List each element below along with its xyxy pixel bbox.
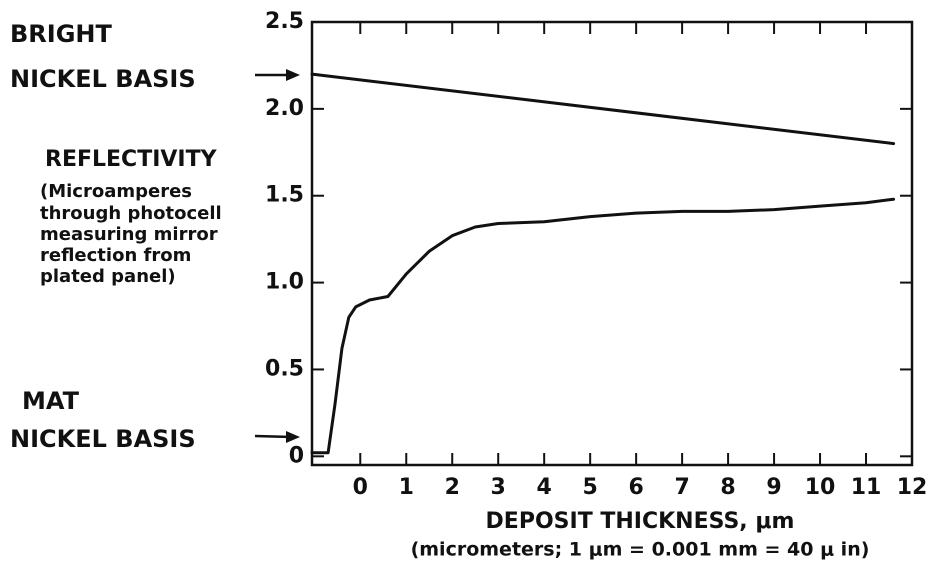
annotation: plated panel) — [40, 266, 176, 287]
annotation: reflection from — [40, 245, 191, 266]
plot-frame — [310, 20, 914, 467]
arrow — [255, 69, 300, 81]
annotation: (Microamperes — [40, 181, 192, 202]
x-tick-label: 7 — [674, 475, 689, 500]
annotation: through photocell — [40, 203, 222, 224]
y-tick-label: 2.0 — [265, 96, 304, 121]
x-tick-label: 5 — [583, 475, 598, 500]
y-tick-label: 2.5 — [265, 9, 304, 34]
x-axis-note: (micrometers; 1 μm = 0.001 mm = 40 μ in) — [411, 539, 870, 561]
annotation: BRIGHT — [10, 20, 112, 48]
arrow — [254, 431, 300, 443]
x-tick-label: 11 — [851, 475, 882, 500]
x-tick-label: 10 — [805, 475, 836, 500]
x-tick-label: 3 — [491, 475, 506, 500]
x-tick-label: 6 — [628, 475, 643, 500]
x-tick-label: 8 — [720, 475, 735, 500]
annotation: NICKEL BASIS — [10, 65, 196, 93]
annotation: measuring mirror — [40, 224, 218, 245]
x-tick-label: 0 — [353, 475, 368, 500]
annotation: MAT — [22, 387, 80, 415]
annotation: NICKEL BASIS — [10, 425, 196, 453]
y-tick-label: 0 — [289, 443, 304, 468]
annotation: REFLECTIVITY — [45, 147, 218, 172]
y-tick-label: 1.0 — [265, 270, 304, 295]
x-tick-label: 2 — [445, 475, 460, 500]
y-tick-label: 0.5 — [265, 356, 304, 381]
y-tick-label: 1.5 — [265, 183, 304, 208]
line — [310, 72, 896, 146]
x-tick-label: 9 — [766, 475, 781, 500]
x-tick-label: 4 — [537, 475, 552, 500]
line — [310, 197, 896, 455]
x-tick-label: 12 — [897, 475, 928, 500]
x-tick-label: 1 — [399, 475, 414, 500]
x-axis-label: DEPOSIT THICKNESS, μm — [486, 509, 795, 534]
